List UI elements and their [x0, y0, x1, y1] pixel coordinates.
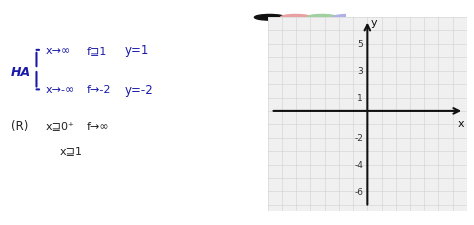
- Circle shape: [307, 15, 337, 21]
- Text: -6: -6: [354, 187, 363, 196]
- Text: f⊒1: f⊒1: [86, 46, 107, 56]
- Text: 3: 3: [357, 67, 363, 76]
- Text: x→-∞: x→-∞: [46, 85, 75, 95]
- Circle shape: [333, 15, 364, 21]
- Text: x: x: [458, 119, 465, 129]
- Circle shape: [281, 15, 311, 21]
- Text: (R): (R): [11, 119, 28, 133]
- Text: 1: 1: [357, 94, 363, 103]
- Text: f→-2: f→-2: [86, 85, 111, 95]
- Circle shape: [255, 15, 285, 21]
- Text: x⊒1: x⊒1: [59, 146, 82, 156]
- Text: HA: HA: [11, 65, 31, 79]
- Text: 5: 5: [357, 40, 363, 49]
- Text: -4: -4: [354, 160, 363, 169]
- Text: y=1: y=1: [124, 44, 149, 57]
- Text: y=-2: y=-2: [124, 83, 153, 97]
- Text: -2: -2: [354, 134, 363, 143]
- Text: x→∞: x→∞: [46, 46, 71, 56]
- Text: y: y: [371, 18, 377, 28]
- Text: f→∞: f→∞: [86, 121, 109, 131]
- Text: x⊒0⁺: x⊒0⁺: [46, 121, 75, 131]
